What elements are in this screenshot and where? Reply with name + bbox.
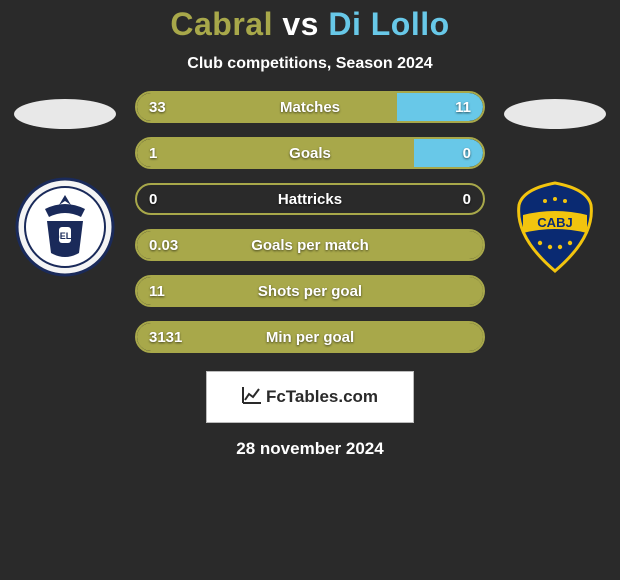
stat-label: Matches [137, 93, 483, 121]
svg-text:CABJ: CABJ [537, 215, 572, 230]
stat-label: Min per goal [137, 323, 483, 351]
stat-label: Hattricks [137, 185, 483, 213]
stat-bar: 0Hattricks0 [135, 183, 485, 215]
stat-value-right: 0 [463, 139, 471, 167]
stat-bar: 3131Min per goal [135, 321, 485, 353]
right-player-col: CABJ [499, 91, 611, 277]
title-vs: vs [282, 6, 319, 42]
watermark[interactable]: FcTables.com [206, 371, 414, 423]
chart-icon [242, 386, 262, 409]
stat-value-right: 11 [455, 93, 471, 121]
page-title: Cabral vs Di Lollo [0, 6, 620, 43]
stat-bar: 33Matches11 [135, 91, 485, 123]
watermark-text: FcTables.com [266, 387, 378, 407]
player-silhouette-right [504, 99, 606, 129]
left-player-col: GELP [9, 91, 121, 277]
stat-bar: 1Goals0 [135, 137, 485, 169]
infographic-root: Cabral vs Di Lollo Club competitions, Se… [0, 0, 620, 459]
title-player2: Di Lollo [328, 6, 449, 42]
title-player1: Cabral [170, 6, 273, 42]
club-badge-left: GELP [15, 177, 115, 277]
club-badge-right: CABJ [505, 177, 605, 277]
stat-value-right: 0 [463, 185, 471, 213]
stat-bar: 11Shots per goal [135, 275, 485, 307]
date-label: 28 november 2024 [0, 439, 620, 459]
stat-label: Goals [137, 139, 483, 167]
main-row: GELP 33Matches111Goals00Hattricks00.03Go… [0, 91, 620, 353]
player-silhouette-left [14, 99, 116, 129]
stat-label: Goals per match [137, 231, 483, 259]
stat-bar: 0.03Goals per match [135, 229, 485, 261]
stat-bars: 33Matches111Goals00Hattricks00.03Goals p… [135, 91, 485, 353]
stat-label: Shots per goal [137, 277, 483, 305]
boca-badge-icon: CABJ [505, 177, 605, 277]
subtitle: Club competitions, Season 2024 [0, 55, 620, 73]
svg-text:GELP: GELP [53, 231, 78, 241]
gimnasia-badge-icon: GELP [15, 177, 115, 277]
